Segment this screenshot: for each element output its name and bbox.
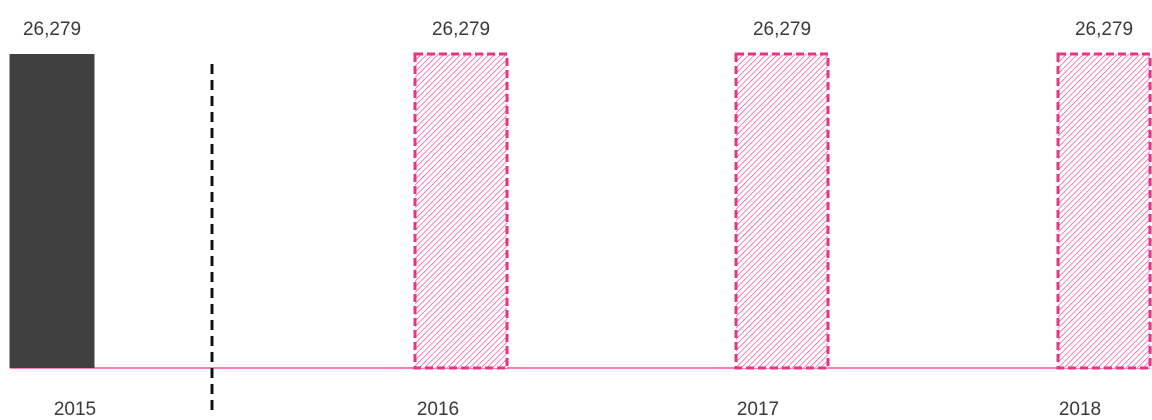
x-tick-label: 2016 [417, 399, 459, 420]
bar [9, 54, 95, 368]
value-label: 26,279 [753, 19, 811, 40]
bar [413, 52, 509, 370]
value-label: 26,279 [432, 19, 490, 40]
x-tick-label: 2018 [1059, 399, 1101, 420]
value-label: 26,279 [1075, 19, 1133, 40]
x-tick-label: 2015 [54, 399, 96, 420]
value-label: 26,279 [23, 19, 81, 40]
bar [1056, 52, 1152, 370]
bar [734, 52, 830, 370]
x-tick-label: 2017 [737, 399, 779, 420]
